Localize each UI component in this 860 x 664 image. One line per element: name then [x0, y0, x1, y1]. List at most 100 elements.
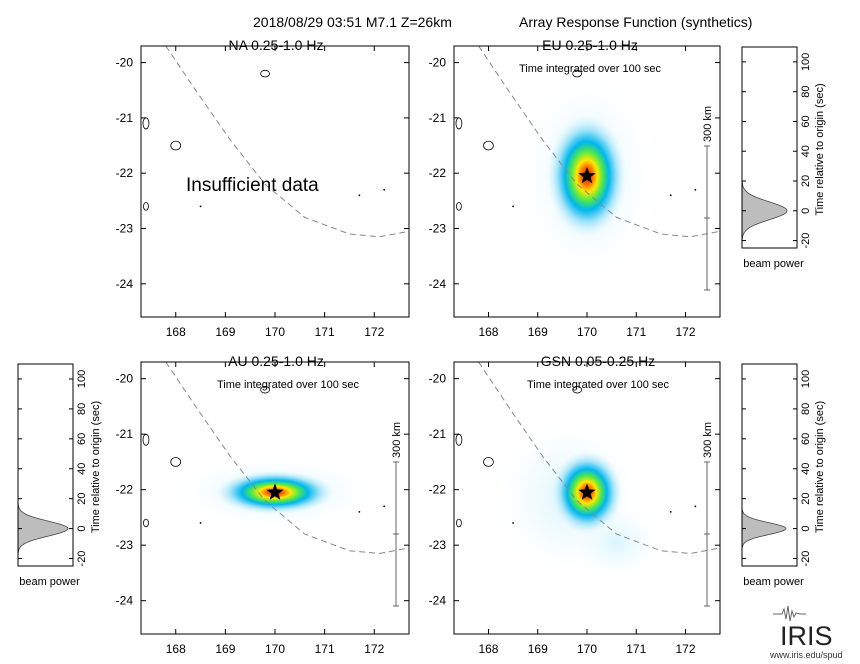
trench-path-au [165, 362, 409, 555]
island-au-1 [170, 457, 182, 467]
islet-au-2 [383, 505, 386, 508]
lat-tick-label-eu-1: -21 [429, 111, 447, 125]
logo-url: www.iris.edu/spud [769, 650, 843, 660]
beam-xlabel-au: beam power [19, 576, 80, 588]
beam-tick-label-eu-2: 20 [800, 175, 812, 187]
beam-tick-label-au-3: 40 [76, 463, 88, 475]
panel-subtitle-au: Time integrated over 100 sec [217, 379, 360, 391]
lon-tick-label-na-1: 169 [215, 325, 235, 339]
lat-tick-label-au-2: -22 [116, 483, 134, 497]
beam-tick-label-eu-3: 40 [800, 145, 812, 157]
map-panel-au: AU 0.25-1.0 Hz Time integrated over 100 … [116, 353, 410, 656]
map-content-na [142, 46, 409, 238]
lon-ticks-eu: 168 169 170 171 172 [478, 46, 696, 339]
beam-tick-label-gsn-3: 40 [800, 463, 812, 475]
lat-tick-label-na-1: -21 [116, 111, 134, 125]
iris-logo: IRIS www.iris.edu/spud [769, 605, 843, 660]
insufficient-data-label: Insufficient data [186, 175, 319, 196]
epicenter-star-gsn [578, 483, 596, 500]
panel-subtitle-gsn: Time integrated over 100 sec [527, 379, 670, 391]
product-title: Array Response Function (synthetics) [519, 14, 752, 30]
islet-gsn-0 [512, 522, 515, 524]
beam-tick-label-eu-0: -20 [800, 233, 812, 249]
trench-path-eu [478, 46, 720, 238]
event-title: 2018/08/29 03:51 M7.1 Z=26km [253, 14, 452, 30]
scale-label-gsn: 300 km [702, 422, 714, 458]
epicenter-star-eu [578, 167, 596, 184]
islet-au-0 [199, 522, 202, 524]
lon-tick-label-gsn-0: 168 [478, 642, 498, 656]
island-na-2 [142, 117, 150, 130]
island-eu-2 [455, 117, 463, 130]
beam-tick-label-au-4: 60 [76, 433, 88, 445]
lat-tick-label-na-0: -20 [116, 56, 134, 70]
lon-tick-label-gsn-4: 172 [676, 642, 696, 656]
trench-line-gsn [478, 362, 720, 555]
beam-tick-label-gsn-1: 0 [800, 526, 812, 532]
islands-eu [455, 69, 697, 211]
map-panel-gsn: GSN 0.05-0.25 Hz Time integrated over 10… [429, 353, 721, 656]
islet-eu-2 [694, 188, 697, 191]
islet-na-0 [199, 205, 202, 208]
beam-tick-label-au-6: 100 [76, 370, 88, 388]
island-eu-1 [483, 140, 494, 151]
beam-tick-label-eu-6: 100 [800, 53, 812, 71]
lon-tick-label-au-0: 168 [166, 642, 186, 656]
islands-na [142, 69, 386, 211]
lon-tick-label-eu-2: 170 [577, 325, 597, 339]
beam-frame-gsn [741, 363, 798, 567]
lon-tick-label-eu-3: 171 [626, 325, 646, 339]
island-au-0 [260, 386, 270, 394]
lat-tick-label-au-3: -23 [116, 538, 134, 552]
islet-gsn-1 [669, 510, 672, 513]
lat-tick-label-eu-4: -24 [429, 277, 447, 291]
beam-curve-au [17, 364, 69, 566]
islet-gsn-2 [694, 505, 697, 508]
lon-tick-label-gsn-1: 169 [528, 642, 548, 656]
map-panel-na: NA 0.25-1.0 Hz Insufficient data 168 169 1… [116, 37, 410, 339]
island-na-1 [170, 140, 182, 151]
beam-ylabel-eu: Time relative to origin (sec) [814, 83, 826, 215]
map-content-gsn [455, 362, 720, 578]
lon-tick-label-au-3: 171 [315, 642, 335, 656]
lat-tick-label-na-2: -22 [116, 166, 134, 180]
beam-tick-label-eu-1: 0 [800, 208, 812, 214]
beam-plot-gsn: -20 0 20 40 60 80 100 Time relative to origin (… [741, 363, 826, 588]
beam-tick-label-eu-4: 60 [800, 115, 812, 127]
islet-eu-1 [669, 194, 672, 197]
lon-tick-label-eu-1: 169 [528, 325, 548, 339]
beam-tick-label-eu-5: 80 [800, 86, 812, 98]
beam-plot-au: -20 0 20 40 60 80 100 Time relative to origin (… [17, 363, 102, 588]
island-gsn-2 [455, 433, 463, 446]
trench-line-na [165, 46, 409, 238]
lon-ticks-gsn: 168 169 170 171 172 [478, 362, 696, 656]
map-panel-eu: EU 0.25-1.0 Hz Time integrated over 100 … [429, 37, 721, 339]
beam-curve-eu [741, 47, 788, 248]
epicenter-star-shape-eu [578, 167, 596, 184]
lat-tick-label-eu-0: -20 [429, 56, 447, 70]
lat-tick-label-au-4: -24 [116, 594, 134, 608]
island-na-0 [260, 69, 270, 78]
panel-title-gsn: GSN 0.05-0.25 Hz [541, 353, 655, 369]
lon-tick-label-na-0: 168 [166, 325, 186, 339]
island-eu-3 [456, 202, 462, 211]
lon-tick-label-gsn-2: 170 [577, 642, 597, 656]
panel-subtitle-eu: Time integrated over 100 sec [519, 63, 662, 75]
lat-tick-label-na-3: -23 [116, 222, 134, 236]
island-au-2 [142, 433, 150, 446]
lat-ticks-eu: -20 -21 -22 -23 -24 [429, 56, 720, 291]
island-au-3 [143, 518, 149, 528]
lon-ticks-na: 168 169 170 171 172 [166, 46, 385, 339]
beam-tick-label-gsn-5: 80 [800, 403, 812, 415]
beam-tick-label-au-1: 0 [76, 526, 88, 532]
beam-xlabel-gsn: beam power [743, 576, 804, 588]
beam-tick-label-gsn-6: 100 [800, 370, 812, 388]
epicenter-star-shape-gsn [578, 483, 596, 500]
panel-title-na: NA 0.25-1.0 Hz [229, 37, 324, 53]
panel-title-eu: EU 0.25-1.0 Hz [542, 37, 638, 53]
beam-tick-label-gsn-4: 60 [800, 433, 812, 445]
islet-na-1 [358, 194, 361, 197]
islet-au-1 [358, 510, 361, 513]
lat-tick-label-na-4: -24 [116, 277, 134, 291]
